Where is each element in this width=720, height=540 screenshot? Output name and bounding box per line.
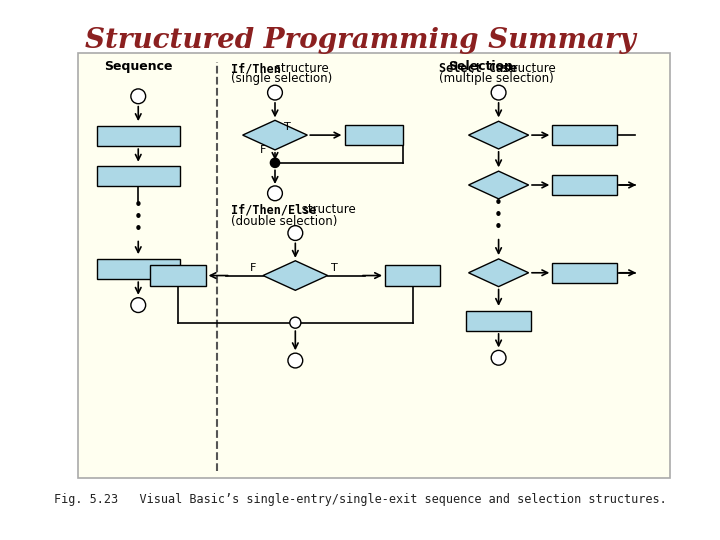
Text: •: • (494, 208, 503, 223)
Text: F: F (260, 145, 266, 155)
Polygon shape (263, 261, 328, 291)
Circle shape (491, 350, 506, 365)
Text: T: T (284, 122, 291, 132)
Bar (96, 259, 180, 279)
Bar (96, 126, 180, 146)
Text: (single selection): (single selection) (230, 72, 332, 85)
Bar (150, 265, 206, 286)
Text: Structured Programming Summary: Structured Programming Summary (85, 28, 635, 55)
Circle shape (131, 89, 145, 104)
Circle shape (288, 226, 302, 240)
Text: (double selection): (double selection) (230, 214, 337, 227)
Text: structure: structure (498, 62, 555, 75)
Circle shape (271, 158, 279, 167)
Text: Select Case: Select Case (438, 62, 517, 75)
Circle shape (131, 298, 145, 313)
Polygon shape (469, 122, 528, 149)
Polygon shape (469, 171, 528, 199)
Circle shape (268, 85, 282, 100)
Circle shape (289, 317, 301, 328)
Bar (552, 125, 617, 145)
Bar (467, 310, 531, 331)
Polygon shape (243, 120, 307, 150)
Bar (552, 262, 617, 283)
Text: If/Then: If/Then (230, 62, 281, 75)
Text: structure: structure (271, 62, 329, 75)
Text: F: F (250, 263, 256, 273)
Text: •: • (134, 198, 143, 213)
Text: Sequence: Sequence (104, 60, 173, 73)
Bar (96, 166, 180, 186)
Bar (552, 175, 617, 195)
Text: •: • (494, 220, 503, 235)
Bar (385, 265, 441, 286)
Text: T: T (330, 263, 338, 273)
Circle shape (491, 85, 506, 100)
Circle shape (288, 353, 302, 368)
Polygon shape (469, 259, 528, 287)
Text: •: • (134, 222, 143, 237)
Text: Selection: Selection (448, 60, 513, 73)
Bar (345, 125, 402, 145)
Text: structure: structure (298, 204, 356, 217)
Text: Fig. 5.23   Visual Basic’s single-entry/single-exit sequence and selection struc: Fig. 5.23 Visual Basic’s single-entry/si… (53, 492, 667, 505)
Text: If/Then/Else: If/Then/Else (230, 204, 316, 217)
Text: •: • (494, 196, 503, 211)
Text: •: • (134, 210, 143, 225)
Text: (multiple selection): (multiple selection) (438, 72, 553, 85)
Circle shape (268, 186, 282, 201)
Bar (78, 53, 670, 478)
